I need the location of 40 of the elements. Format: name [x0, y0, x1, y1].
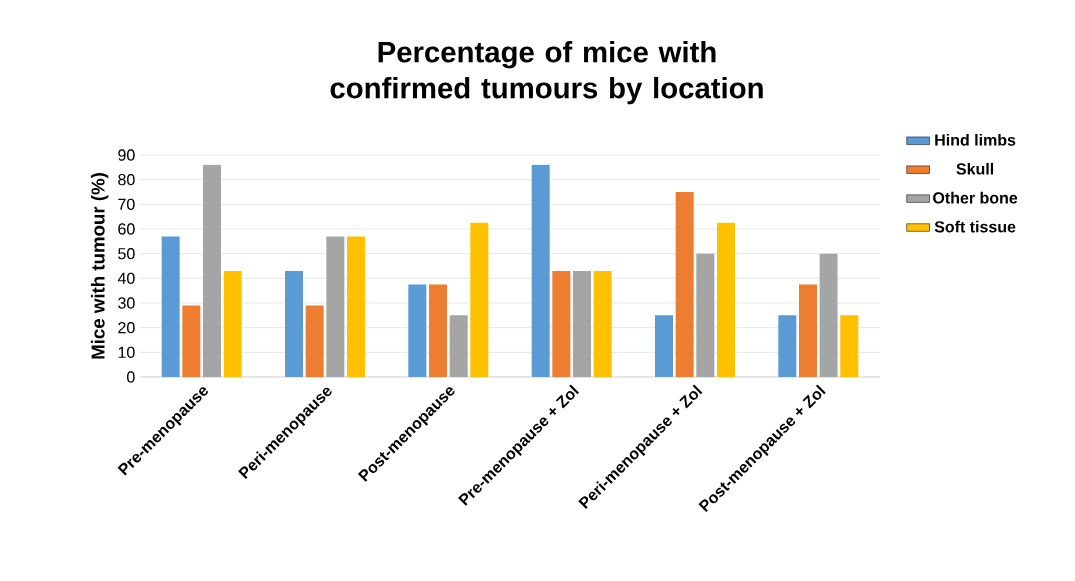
bar	[552, 270, 571, 377]
bar	[285, 270, 304, 377]
bar	[655, 315, 673, 377]
y-tick-label: 90	[118, 149, 135, 161]
bar	[223, 270, 242, 377]
y-tick-label: 20	[118, 322, 135, 334]
y-axis-title: Mice with tumour (%)	[90, 173, 109, 359]
bar	[531, 164, 550, 377]
bar	[408, 284, 427, 377]
bar	[326, 236, 345, 377]
bar	[347, 236, 365, 377]
bar	[840, 315, 859, 377]
y-tick-label: 10	[118, 346, 135, 358]
legend-label: Skull	[956, 162, 994, 175]
y-tick-label: 60	[118, 223, 135, 235]
legend-label: Hind limbs	[935, 133, 1016, 146]
bar	[675, 191, 694, 377]
bar	[593, 270, 612, 377]
y-tick-label: 40	[117, 272, 135, 284]
bar	[182, 305, 201, 377]
chart-title: Percentage of mice with confirmed tumours by location	[330, 40, 763, 105]
y-tick-label: 30	[118, 297, 135, 309]
bar	[203, 164, 222, 377]
bar	[449, 315, 468, 377]
bar	[573, 270, 591, 377]
bar	[819, 253, 838, 377]
y-tick-label: 50	[118, 248, 135, 260]
bar	[717, 222, 735, 377]
y-tick-label: 70	[118, 198, 135, 210]
y-tick-label: 80	[118, 174, 135, 186]
bar	[429, 284, 447, 377]
bar	[305, 305, 324, 377]
bar	[161, 236, 180, 377]
y-tick-label: 0	[127, 371, 135, 383]
bar	[470, 222, 489, 377]
bar	[696, 253, 715, 377]
bar	[778, 315, 797, 377]
bar	[798, 284, 817, 377]
legend-label: Soft tissue	[934, 220, 1016, 233]
legend-label: Other bone	[933, 191, 1018, 204]
